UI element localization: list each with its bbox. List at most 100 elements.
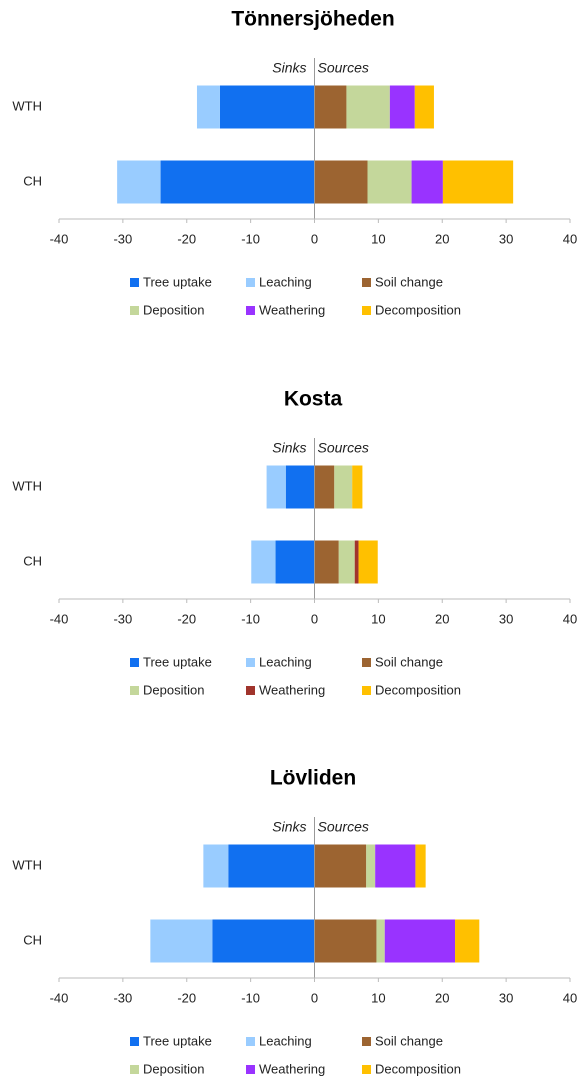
annotation: Sources	[318, 60, 369, 76]
bar	[346, 85, 390, 129]
bar	[196, 85, 220, 129]
x-tick-label: -10	[241, 231, 260, 246]
legend-swatch	[130, 658, 139, 667]
bar	[389, 85, 415, 129]
legend-label: Soil change	[375, 654, 443, 669]
bar	[375, 844, 416, 888]
bar	[334, 465, 353, 509]
bar	[442, 160, 514, 204]
annotation: Sinks	[272, 819, 306, 835]
legend-swatch	[362, 1065, 371, 1074]
x-tick-label: -10	[241, 611, 260, 626]
x-tick-label: 30	[499, 990, 513, 1005]
legend-swatch	[130, 1065, 139, 1074]
x-tick-label: -20	[177, 990, 196, 1005]
y-tick-label: CH	[23, 173, 42, 188]
bar	[455, 919, 480, 963]
bar	[314, 160, 368, 204]
x-tick-label: 10	[371, 611, 385, 626]
x-tick-label: 30	[499, 611, 513, 626]
legend-label: Tree uptake	[143, 274, 212, 289]
x-tick-label: -20	[177, 611, 196, 626]
legend-swatch	[246, 686, 255, 695]
x-tick-label: 0	[311, 231, 318, 246]
legend-label: Tree uptake	[143, 1033, 212, 1048]
legend-swatch	[362, 1037, 371, 1046]
x-tick-label: 0	[311, 611, 318, 626]
legend-label: Leaching	[259, 654, 312, 669]
bar	[314, 85, 347, 129]
legend-label: Decomposition	[375, 302, 461, 317]
bar	[203, 844, 229, 888]
bar	[160, 160, 315, 204]
legend-label: Decomposition	[375, 682, 461, 697]
bar	[358, 540, 378, 584]
bar	[314, 919, 377, 963]
bar	[275, 540, 315, 584]
x-tick-label: -30	[113, 611, 132, 626]
x-tick-label: 30	[499, 231, 513, 246]
legend-label: Weathering	[259, 302, 325, 317]
x-tick-label: -40	[50, 990, 69, 1005]
bar	[285, 465, 315, 509]
legend-label: Soil change	[375, 274, 443, 289]
x-tick-label: 40	[563, 611, 577, 626]
x-tick-label: 40	[563, 990, 577, 1005]
legend-swatch	[362, 686, 371, 695]
legend-label: Leaching	[259, 274, 312, 289]
bar	[414, 85, 434, 129]
bar	[212, 919, 315, 963]
legend-swatch	[130, 686, 139, 695]
y-tick-label: WTH	[12, 857, 42, 872]
x-tick-label: 20	[435, 231, 449, 246]
annotation: Sinks	[272, 440, 306, 456]
bar	[352, 465, 363, 509]
chart-title: Lövliden	[270, 767, 356, 790]
y-tick-label: WTH	[12, 478, 42, 493]
x-tick-label: -40	[50, 611, 69, 626]
x-tick-label: 20	[435, 990, 449, 1005]
legend-swatch	[130, 1037, 139, 1046]
legend-label: Weathering	[259, 1061, 325, 1076]
bar	[117, 160, 161, 204]
bar	[338, 540, 355, 584]
x-tick-label: -30	[113, 990, 132, 1005]
x-tick-label: -40	[50, 231, 69, 246]
legend-label: Deposition	[143, 1061, 204, 1076]
bar	[314, 844, 367, 888]
legend-swatch	[246, 1065, 255, 1074]
x-tick-label: -20	[177, 231, 196, 246]
legend-swatch	[362, 658, 371, 667]
x-tick-label: -10	[241, 990, 260, 1005]
legend-swatch	[246, 278, 255, 287]
annotation: Sinks	[272, 60, 306, 76]
legend-swatch	[246, 1037, 255, 1046]
bar	[376, 919, 385, 963]
bar	[411, 160, 443, 204]
legend-label: Weathering	[259, 682, 325, 697]
x-tick-label: 10	[371, 990, 385, 1005]
bar	[354, 540, 359, 584]
legend-label: Leaching	[259, 1033, 312, 1048]
x-tick-label: 20	[435, 611, 449, 626]
legend-label: Deposition	[143, 682, 204, 697]
bar	[366, 844, 376, 888]
y-tick-label: CH	[23, 553, 42, 568]
chart-title: Kosta	[284, 388, 343, 411]
bar	[150, 919, 213, 963]
legend-swatch	[130, 306, 139, 315]
x-tick-label: 10	[371, 231, 385, 246]
legend-swatch	[246, 658, 255, 667]
x-tick-label: 40	[563, 231, 577, 246]
bar	[314, 540, 339, 584]
bar	[251, 540, 276, 584]
bar	[314, 465, 335, 509]
legend-label: Deposition	[143, 302, 204, 317]
legend-label: Soil change	[375, 1033, 443, 1048]
bar	[228, 844, 315, 888]
bar	[415, 844, 426, 888]
bar	[266, 465, 286, 509]
bar	[219, 85, 315, 129]
